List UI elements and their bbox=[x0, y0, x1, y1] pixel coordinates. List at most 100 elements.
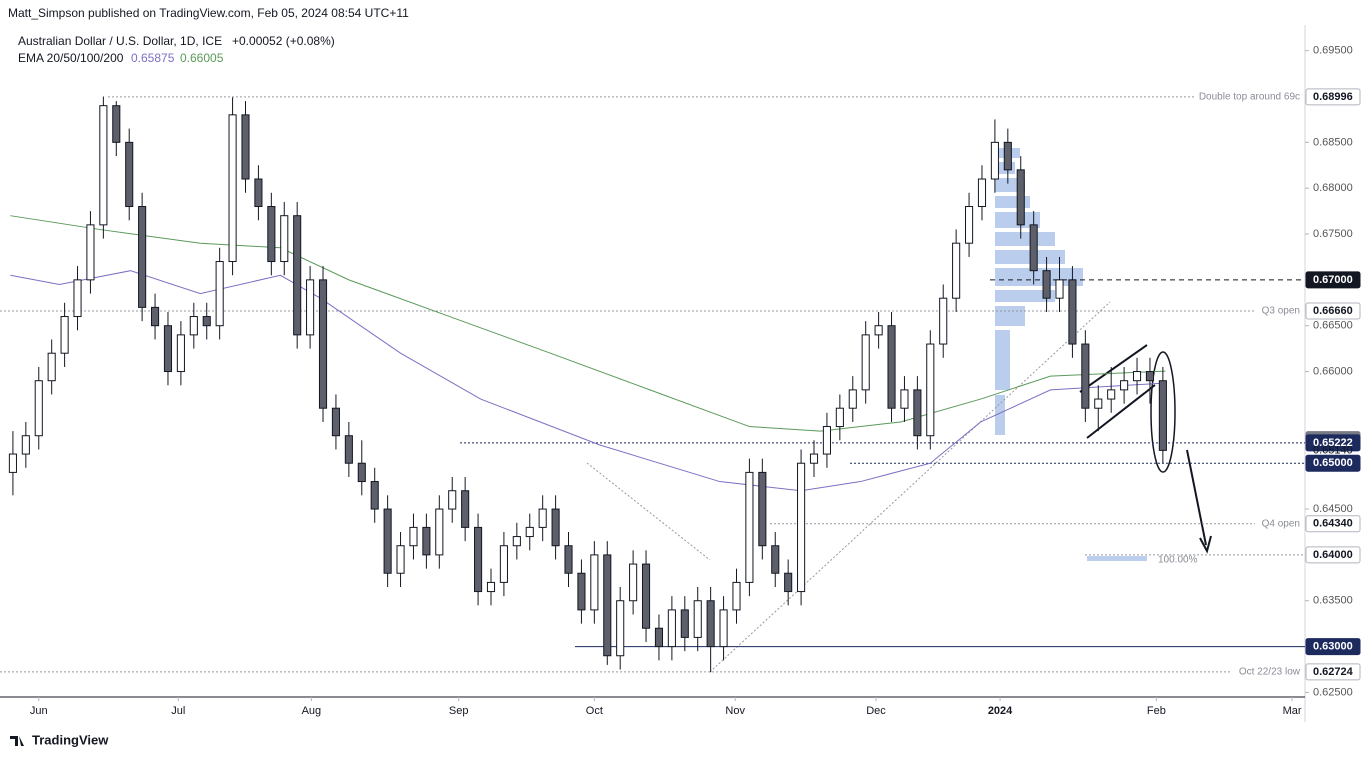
candle-body bbox=[409, 526, 418, 547]
candle-body bbox=[758, 471, 767, 547]
y-tick-label: 0.68000 bbox=[1313, 182, 1353, 194]
y-tick-label: 0.69500 bbox=[1313, 45, 1353, 57]
candle-body bbox=[965, 206, 974, 244]
candle-body bbox=[861, 334, 870, 391]
candle-body bbox=[771, 545, 780, 574]
candle-body bbox=[1068, 279, 1077, 345]
candle-body bbox=[809, 453, 819, 464]
candle-body bbox=[616, 600, 625, 657]
candle-body bbox=[202, 316, 211, 327]
candle-body bbox=[590, 554, 599, 611]
price-box bbox=[1305, 515, 1361, 533]
candle-body bbox=[176, 334, 185, 373]
x-tick-label: Feb bbox=[1147, 705, 1166, 717]
candle-body bbox=[1042, 270, 1051, 299]
candle-body bbox=[1003, 141, 1012, 171]
candle-body bbox=[228, 114, 237, 263]
published: Matt_Simpson published on TradingView.co… bbox=[8, 6, 409, 20]
level-note: Q4 open bbox=[1262, 518, 1300, 529]
ema-line bbox=[10, 270, 1166, 492]
x-tick-label: Jul bbox=[171, 705, 185, 717]
price-label: 0.68996 bbox=[1313, 91, 1353, 103]
candle-body bbox=[887, 325, 896, 409]
y-tick-label: 0.62500 bbox=[1313, 686, 1353, 698]
indicator: EMA 20/50/100/200 bbox=[18, 51, 124, 65]
x-tick-label: Mar bbox=[1283, 705, 1302, 717]
candle-body bbox=[1132, 371, 1142, 382]
candle-body bbox=[706, 600, 715, 648]
candle-body bbox=[835, 407, 844, 428]
y-tick-label: 0.66000 bbox=[1313, 365, 1353, 377]
candle-body bbox=[745, 471, 754, 583]
price-box bbox=[1305, 302, 1361, 320]
candle-body bbox=[693, 600, 702, 638]
candle-body bbox=[215, 261, 224, 327]
x-tick-label: Aug bbox=[302, 705, 322, 717]
y-tick-label: 0.68500 bbox=[1313, 136, 1353, 148]
x-tick-label: Dec bbox=[866, 705, 886, 717]
candle-body bbox=[163, 325, 173, 373]
ema-line bbox=[10, 215, 1166, 432]
level-note: Oct 22/23 low bbox=[1239, 667, 1301, 678]
candle-body bbox=[641, 563, 651, 629]
candle-body bbox=[797, 462, 806, 593]
candle-body bbox=[848, 389, 857, 409]
arrow bbox=[1186, 449, 1207, 546]
candle-body bbox=[318, 279, 328, 409]
y-tick-label: 0.67500 bbox=[1313, 228, 1353, 240]
price-box bbox=[1305, 663, 1361, 681]
candle-body bbox=[357, 462, 366, 483]
candle-body bbox=[1094, 398, 1103, 409]
x-tick-label: 2024 bbox=[988, 705, 1013, 717]
candle-body bbox=[913, 389, 922, 437]
candle-body bbox=[1055, 279, 1064, 299]
x-tick-label: Nov bbox=[725, 705, 745, 717]
candle-body bbox=[383, 508, 392, 574]
price-box bbox=[1305, 434, 1361, 452]
price-label: 0.65000 bbox=[1313, 457, 1353, 469]
candle-body bbox=[150, 306, 160, 327]
candle-body bbox=[629, 563, 638, 602]
candle-body bbox=[1081, 343, 1090, 409]
price-label: 0.65140 bbox=[1313, 444, 1353, 456]
price-box bbox=[1305, 546, 1361, 564]
candle-body bbox=[939, 297, 948, 345]
candle-body bbox=[47, 352, 56, 382]
ema-value: 0.65875 bbox=[131, 51, 175, 65]
x-tick-label: Jun bbox=[30, 705, 48, 717]
candle-body bbox=[73, 279, 82, 318]
y-tick-label: 0.66500 bbox=[1313, 320, 1353, 332]
candle-body bbox=[241, 114, 250, 180]
price-box bbox=[1305, 88, 1361, 106]
candle-body bbox=[99, 105, 108, 226]
ema-value: 0.66005 bbox=[180, 51, 224, 65]
candle-body bbox=[138, 206, 147, 308]
candle-body bbox=[34, 380, 43, 437]
highlight-ellipse bbox=[1150, 351, 1176, 473]
candle-body bbox=[822, 426, 831, 455]
candle-body bbox=[254, 178, 263, 208]
x-tick-label: Oct bbox=[586, 705, 603, 717]
candle-body bbox=[1158, 380, 1167, 451]
price-box bbox=[1305, 454, 1361, 472]
candle-body bbox=[551, 508, 560, 547]
price-label: 0.62724 bbox=[1313, 666, 1354, 678]
candle-body bbox=[990, 141, 999, 180]
candle-body bbox=[331, 407, 340, 437]
candle-body bbox=[719, 609, 728, 648]
candle-body bbox=[564, 545, 573, 574]
candle-body bbox=[280, 215, 289, 263]
candle-body bbox=[667, 609, 676, 648]
candle-body bbox=[21, 435, 30, 455]
level-note: Double top around 69c bbox=[1199, 92, 1300, 103]
candle-body bbox=[499, 545, 508, 583]
price-label: 0.64340 bbox=[1313, 518, 1353, 530]
candle-body bbox=[512, 536, 521, 547]
candle-body bbox=[474, 526, 483, 593]
level-note: Q3 open bbox=[1262, 306, 1300, 317]
chart-title: Australian Dollar / U.S. Dollar, 1D, ICE bbox=[18, 34, 222, 48]
candle-body bbox=[422, 526, 431, 556]
candle-body bbox=[112, 105, 121, 143]
